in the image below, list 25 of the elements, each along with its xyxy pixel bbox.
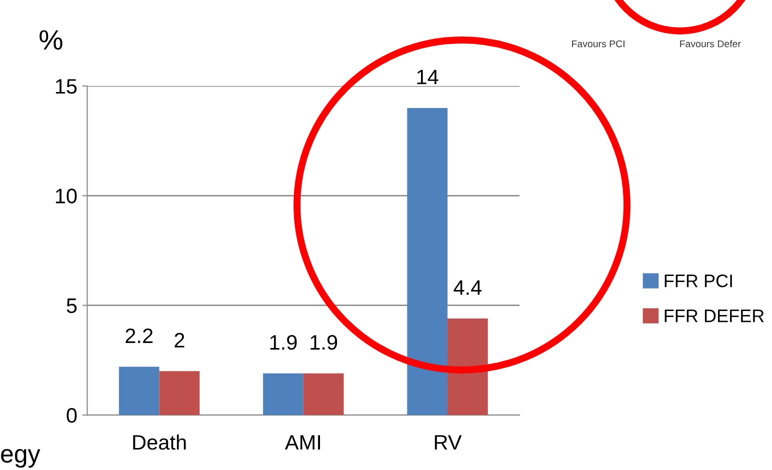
data-label: 14: [417, 70, 438, 84]
text: Favours Defer: [680, 40, 741, 48]
bar: [303, 373, 344, 416]
data-label: 1.9: [310, 335, 338, 350]
data-label: 2: [174, 332, 184, 348]
y-tick-label: 10: [56, 188, 77, 204]
text: egy: [1, 449, 40, 468]
bar: [448, 318, 488, 416]
text: Favours PCI: [572, 40, 624, 48]
bar: [159, 371, 200, 416]
bar: [407, 108, 448, 416]
y-tick-label: 15: [56, 79, 77, 94]
y-tick-label: 5: [66, 298, 77, 314]
y-tick-label: 0: [66, 408, 77, 423]
legend-label: FFR DEFER: [664, 310, 764, 322]
data-label: 1.9: [270, 335, 297, 350]
y-axis-title: %: [40, 30, 62, 50]
legend-label: FFR PCI: [664, 274, 732, 288]
bar: [118, 366, 160, 416]
data-label: 4.4: [454, 280, 482, 295]
data-label: 2.2: [126, 328, 153, 343]
x-tick-label: RV: [434, 435, 462, 450]
x-tick-label: AMI: [284, 435, 320, 450]
bar: [263, 373, 304, 416]
x-tick-label: Death: [133, 434, 186, 450]
